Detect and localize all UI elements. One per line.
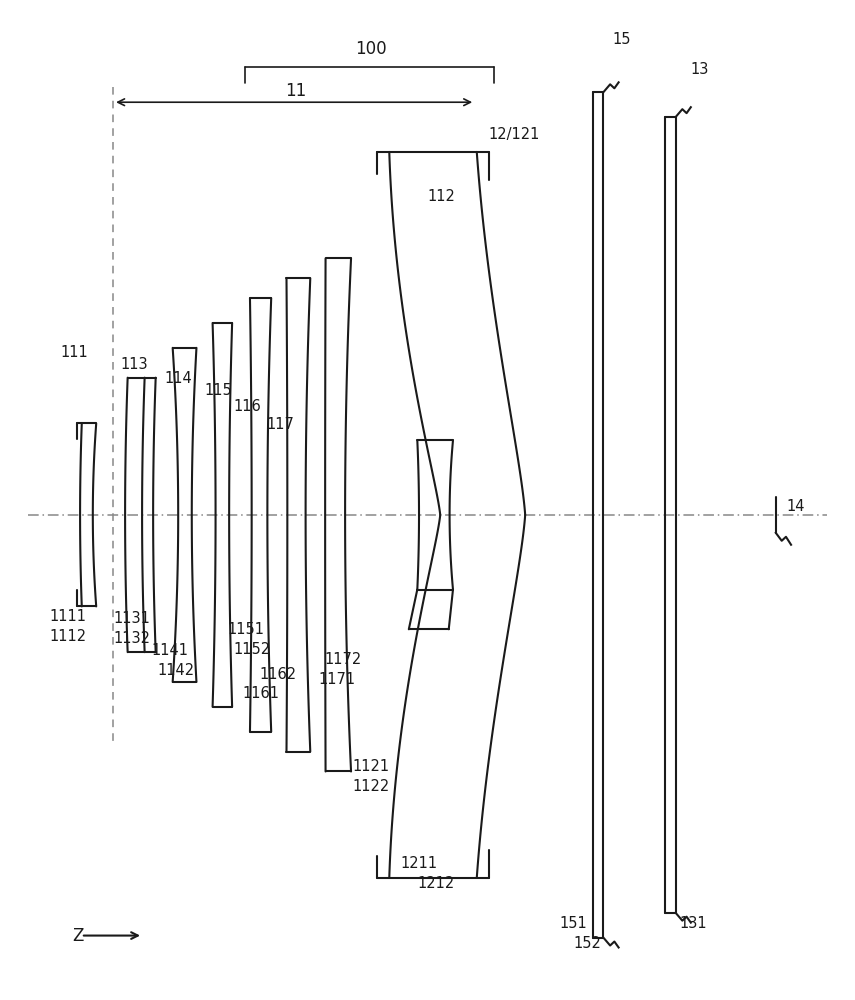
- Text: 113: 113: [120, 357, 148, 372]
- Text: 131: 131: [680, 916, 707, 931]
- Text: 1142: 1142: [157, 663, 194, 678]
- Text: 151: 151: [559, 916, 587, 931]
- Text: 11: 11: [286, 82, 306, 100]
- Text: 152: 152: [574, 936, 601, 951]
- Text: 15: 15: [613, 32, 631, 47]
- Text: 100: 100: [355, 40, 386, 58]
- Text: 1121: 1121: [353, 759, 390, 774]
- Text: 1212: 1212: [417, 876, 455, 891]
- Text: 1151: 1151: [228, 622, 265, 637]
- Text: 12/121: 12/121: [489, 127, 540, 142]
- Text: 114: 114: [164, 371, 192, 386]
- Text: 1111: 1111: [50, 609, 86, 624]
- Text: 117: 117: [266, 417, 294, 432]
- Text: 1132: 1132: [113, 631, 150, 646]
- Text: 116: 116: [233, 399, 262, 414]
- Text: 14: 14: [786, 499, 805, 514]
- Text: 1161: 1161: [242, 686, 280, 701]
- Text: Z: Z: [73, 927, 84, 945]
- Text: 112: 112: [428, 189, 456, 204]
- Text: 1171: 1171: [319, 672, 356, 686]
- Text: 13: 13: [691, 62, 709, 77]
- Text: 1122: 1122: [353, 779, 390, 794]
- Text: 1141: 1141: [151, 643, 188, 658]
- Text: 1172: 1172: [325, 652, 362, 667]
- Text: 111: 111: [61, 345, 88, 360]
- Text: 1131: 1131: [113, 611, 150, 626]
- Text: 115: 115: [204, 383, 232, 398]
- Text: 1152: 1152: [233, 642, 271, 657]
- Text: 1211: 1211: [400, 856, 438, 871]
- Text: 1112: 1112: [50, 629, 86, 644]
- Text: 1162: 1162: [259, 667, 297, 682]
